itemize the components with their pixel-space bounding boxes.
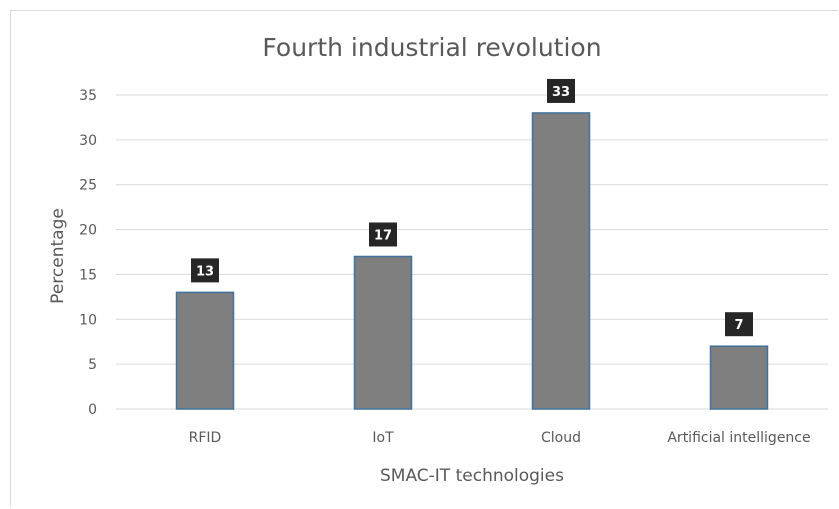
data-label-box [369,222,397,247]
data-label: 7 [734,318,743,333]
bar-cloud [531,112,591,410]
data-label-box [725,312,753,337]
y-tick-label: 10 [79,312,97,328]
x-axis-categories: RFID IoT Cloud Artificial intelligence [189,430,811,446]
data-label: 13 [196,264,214,279]
bar-iot [353,255,413,410]
x-category-label: IoT [372,430,394,446]
y-tick-label: 30 [79,133,97,149]
x-category-label: Cloud [541,430,581,446]
y-tick-label: 0 [88,402,97,418]
chart-frame [10,10,838,507]
x-axis-title: SMAC-IT technologies [380,466,564,486]
bar-rfid [175,291,235,410]
y-tick-label: 20 [79,223,97,239]
gridlines [116,94,828,410]
y-axis-ticks: 0 5 10 15 20 25 30 35 [79,88,97,418]
y-tick-label: 15 [79,267,97,283]
data-label: 33 [552,85,570,100]
x-category-label: Artificial intelligence [667,430,810,446]
data-label-box [547,78,575,103]
x-category-label: RFID [189,430,222,446]
bar-artificial-intelligence [709,345,769,410]
y-axis-title: Percentage [48,208,68,304]
y-tick-label: 35 [79,88,97,104]
data-label-box [191,258,219,283]
data-label: 17 [374,228,392,243]
chart-title: Fourth industrial revolution [262,33,601,62]
y-tick-label: 5 [88,357,97,373]
y-tick-label: 25 [79,178,97,194]
data-labels: 13 17 33 7 [191,78,753,337]
bars [175,112,769,410]
